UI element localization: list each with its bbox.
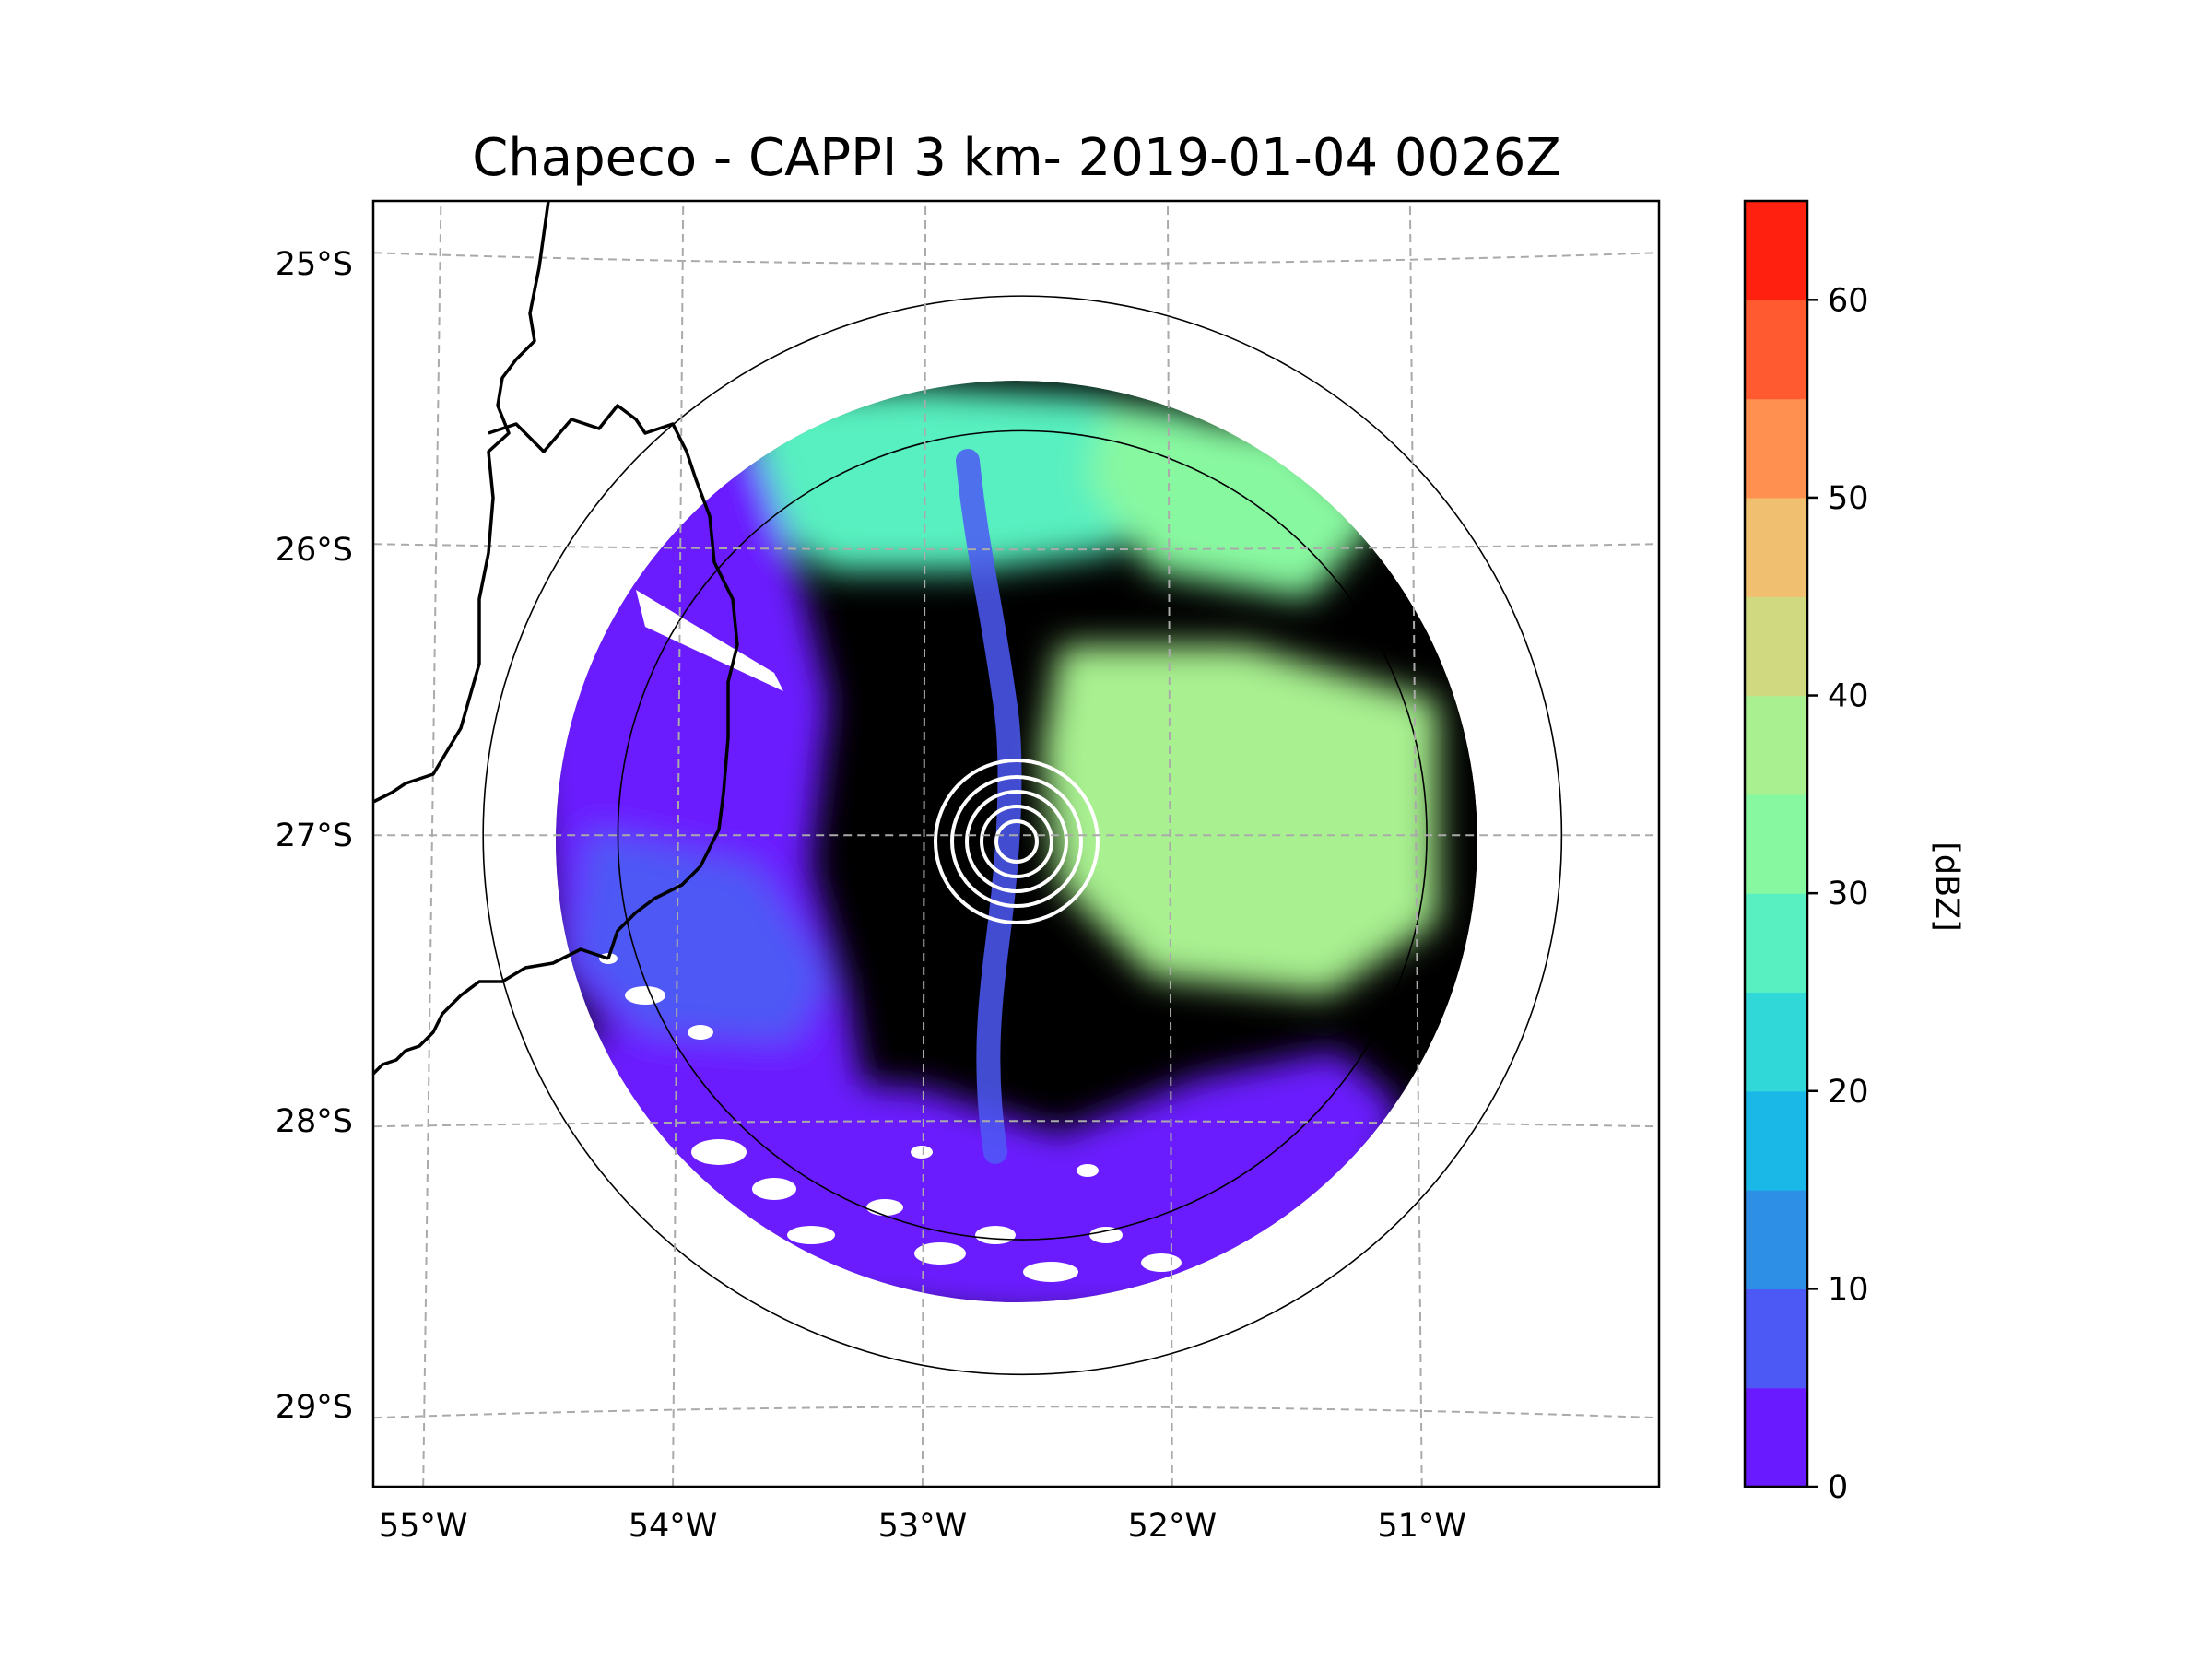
country-borders (373, 201, 739, 1076)
reflectivity-region-east (1041, 645, 1438, 995)
colorbar-tick-label: 60 (1828, 282, 1869, 319)
colorbar-segment (1745, 497, 1807, 597)
ground-clutter-rings (934, 759, 1100, 924)
colorbar-ticks: 0 10 20 30 40 50 60 (1807, 282, 1869, 1506)
colorbar-segment (1745, 300, 1807, 400)
meridian-gridline (672, 201, 685, 1487)
lat-tick-label: 28°S (276, 1103, 353, 1140)
colorbar-frame (1743, 199, 1809, 1488)
lat-tick-label: 26°S (276, 532, 353, 569)
colorbar-segment (1745, 992, 1807, 1092)
range-ring-2 (482, 295, 1563, 1376)
lon-tick-label: 51°W (1377, 1508, 1466, 1545)
colorbar-label: [dBZ] (1928, 841, 1965, 932)
border-southern-argentina (373, 947, 609, 1076)
colorbar-segment (1745, 201, 1807, 300)
lon-tick-label: 53°W (878, 1508, 968, 1545)
colorbar-segment (1745, 893, 1807, 994)
border-argentina-brazil (373, 201, 550, 804)
map-area (373, 201, 1659, 1487)
colorbar-segment (1745, 695, 1807, 795)
chart-title: Chapeco - CAPPI 3 km- 2019-01-04 0026Z (472, 128, 1561, 188)
lat-tick-label: 25°S (276, 246, 353, 283)
parallel-gridline (373, 1406, 1659, 1419)
map-frame (371, 199, 1661, 1488)
low-reflectivity-band (956, 449, 1022, 1164)
meridian-gridline (1408, 201, 1423, 1487)
colorbar-tick-label: 40 (1828, 678, 1869, 715)
colorbar-segment (1745, 1190, 1807, 1289)
meridian-gridline (422, 201, 442, 1487)
parallel-gridline (373, 252, 1659, 265)
lon-tick-label: 52°W (1127, 1508, 1217, 1545)
colorbar-segment (1745, 398, 1807, 499)
gridlines (373, 201, 1659, 1487)
colorbar-segment (1745, 794, 1807, 894)
colorbar: 0 10 20 30 40 50 60 [dBZ] (1743, 199, 1965, 1506)
colorbar-tick-label: 30 (1828, 876, 1869, 912)
colorbar-tick-label: 50 (1828, 480, 1869, 517)
lat-tick-label: 29°S (276, 1389, 353, 1426)
colorbar-segment (1745, 1387, 1807, 1488)
meridian-gridline (1166, 201, 1173, 1487)
colorbar-tick-label: 10 (1828, 1271, 1869, 1308)
colorbar-tick-label: 20 (1828, 1074, 1869, 1111)
lon-tick-label: 54°W (629, 1508, 718, 1545)
colorbar-tick-label: 0 (1828, 1469, 1848, 1506)
colorbar-segments (1745, 201, 1807, 1488)
parallel-gridline (373, 1120, 1659, 1128)
latitude-ticks: 25°S 26°S 27°S 28°S 29°S (276, 246, 353, 1426)
colorbar-segment (1745, 596, 1807, 697)
colorbar-segment (1745, 1288, 1807, 1389)
longitude-ticks: 55°W 54°W 53°W 52°W 51°W (379, 1508, 1466, 1545)
parallel-gridline (373, 543, 1659, 551)
meridian-gridline (921, 201, 927, 1487)
colorbar-segment (1745, 1090, 1807, 1191)
lat-tick-label: 27°S (276, 818, 353, 854)
border-paraguay-brazil (488, 404, 739, 959)
lon-tick-label: 55°W (379, 1508, 468, 1545)
